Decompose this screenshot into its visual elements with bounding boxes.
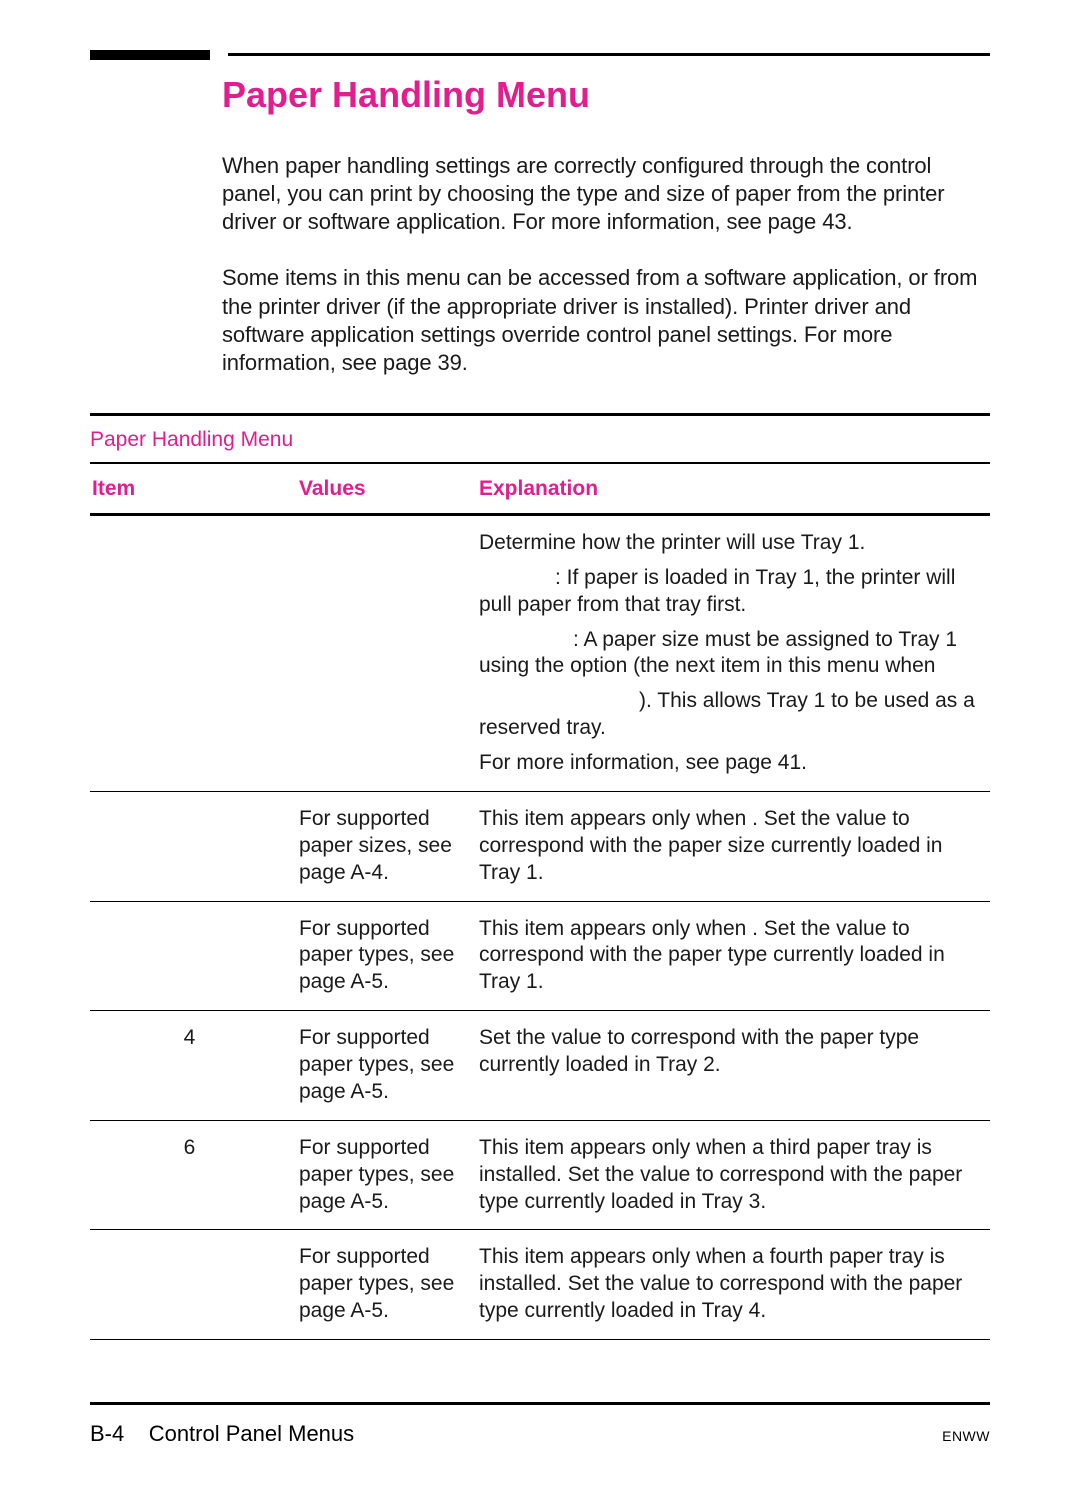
expl-line: : A paper size must be assigned to Tray … (479, 627, 980, 681)
expl-line: This item appears only when a third pape… (479, 1135, 980, 1216)
header-explanation: Explanation (477, 463, 990, 514)
footer-row: B-4 Control Panel Menus ENWW (90, 1421, 990, 1447)
cell-explanation: This item appears only when a fourth pap… (477, 1230, 990, 1340)
table-header-row: Item Values Explanation (90, 463, 990, 514)
cell-item (90, 514, 297, 791)
cell-values: For supported paper sizes, see page A-4. (297, 791, 477, 901)
cell-values (297, 514, 477, 791)
intro-paragraph-1: When paper handling settings are correct… (222, 152, 990, 236)
cell-explanation: Set the value to correspond with the pap… (477, 1011, 990, 1121)
table-row: Determine how the printer will use Tray … (90, 514, 990, 791)
cell-explanation: This item appears only when . Set the va… (477, 791, 990, 901)
rule-thick (90, 50, 210, 60)
footer-rule (90, 1402, 990, 1405)
page-number: B-4 (90, 1421, 124, 1446)
table-row: For supported paper sizes, see page A-4.… (90, 791, 990, 901)
table-row: For supported paper types, see page A-5.… (90, 901, 990, 1011)
cell-values: For supported paper types, see page A-5. (297, 1120, 477, 1230)
table-row: 4 For supported paper types, see page A-… (90, 1011, 990, 1121)
expl-line: This item appears only when . Set the va… (479, 916, 980, 997)
header-values: Values (297, 463, 477, 514)
cell-explanation: Determine how the printer will use Tray … (477, 514, 990, 791)
cell-item: 6 (90, 1120, 297, 1230)
cell-explanation: This item appears only when . Set the va… (477, 901, 990, 1011)
header-item: Item (90, 463, 297, 514)
top-rules (90, 50, 990, 60)
cell-item (90, 901, 297, 1011)
expl-line: Set the value to correspond with the pap… (479, 1025, 980, 1079)
footer-right: ENWW (942, 1428, 990, 1444)
table-row: For supported paper types, see page A-5.… (90, 1230, 990, 1340)
footer-section: Control Panel Menus (149, 1421, 354, 1446)
table-caption: Paper Handling Menu (90, 416, 990, 462)
expl-line: Determine how the printer will use Tray … (479, 530, 980, 557)
cell-values: For supported paper types, see page A-5. (297, 1230, 477, 1340)
rule-thin (228, 53, 990, 56)
cell-item: 4 (90, 1011, 297, 1121)
cell-item (90, 791, 297, 901)
section-title: Paper Handling Menu (222, 74, 990, 116)
expl-line: ). This allows Tray 1 to be used as a re… (479, 688, 980, 742)
intro-text: When paper handling settings are correct… (222, 152, 990, 377)
expl-line: For more information, see page 41. (479, 750, 980, 777)
expl-text: ). This allows Tray 1 to be used as a re… (479, 689, 975, 739)
table-body: Determine how the printer will use Tray … (90, 514, 990, 1339)
menu-table: Item Values Explanation Determine how th… (90, 462, 990, 1340)
expl-line: : If paper is loaded in Tray 1, the prin… (479, 565, 980, 619)
cell-values: For supported paper types, see page A-5. (297, 1011, 477, 1121)
expl-line: This item appears only when a fourth pap… (479, 1244, 980, 1325)
expl-text: : A paper size must be assigned to Tray … (479, 628, 957, 678)
table-row: 6 For supported paper types, see page A-… (90, 1120, 990, 1230)
expl-text: : If paper is loaded in Tray 1, the prin… (479, 566, 955, 616)
menu-table-wrap: Paper Handling Menu Item Values Explanat… (90, 413, 990, 1340)
footer-left: B-4 Control Panel Menus (90, 1421, 354, 1447)
page-footer: B-4 Control Panel Menus ENWW (90, 1402, 990, 1447)
cell-explanation: This item appears only when a third pape… (477, 1120, 990, 1230)
page: Paper Handling Menu When paper handling … (0, 0, 1080, 1495)
cell-values: For supported paper types, see page A-5. (297, 901, 477, 1011)
expl-line: This item appears only when . Set the va… (479, 806, 980, 887)
cell-item (90, 1230, 297, 1340)
intro-paragraph-2: Some items in this menu can be accessed … (222, 264, 990, 377)
